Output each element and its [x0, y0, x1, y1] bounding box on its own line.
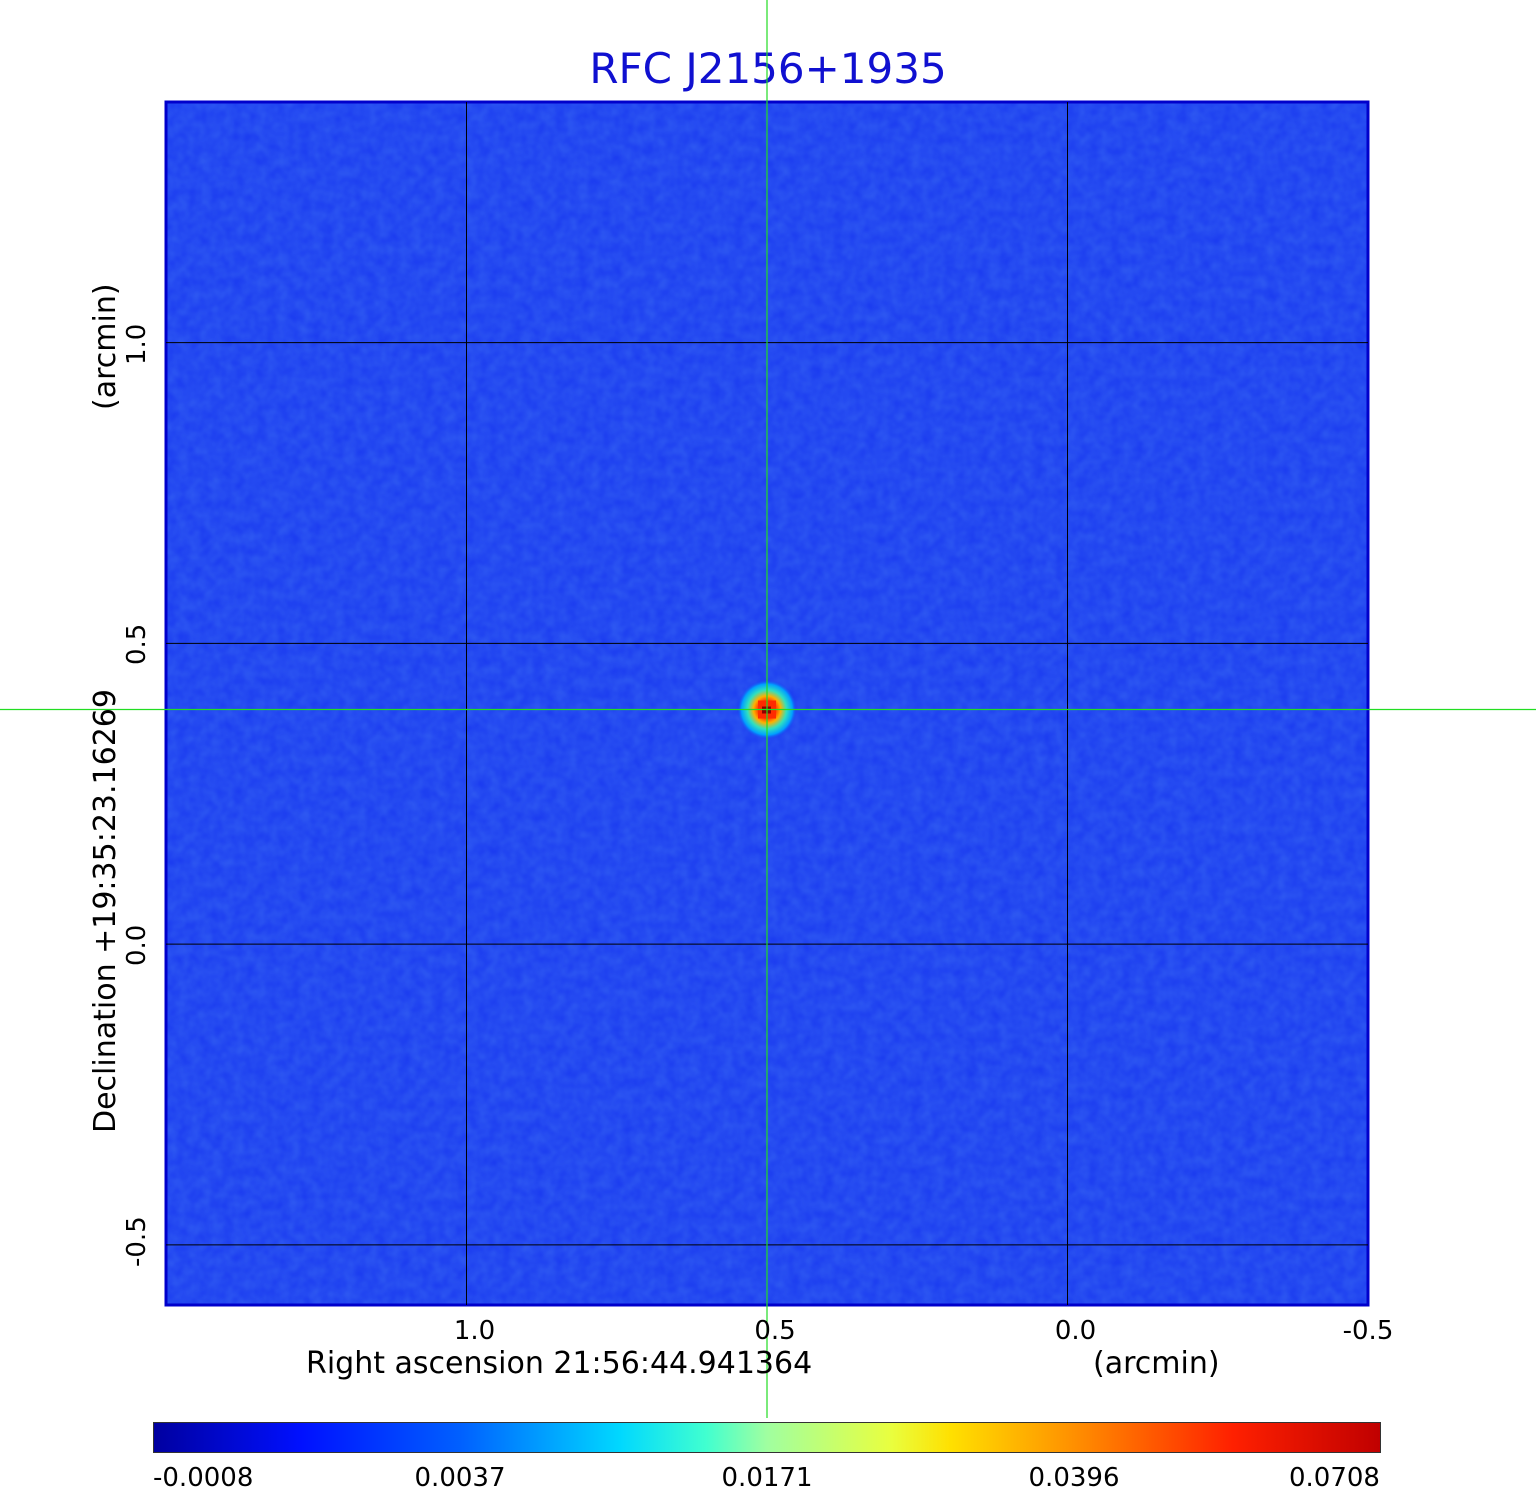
colorbar-tick-label: 0.0037 [414, 1463, 506, 1493]
y-tick-label: 0.0 [122, 924, 152, 967]
y-axis-unit: (arcmin) [88, 283, 123, 410]
y-tick-label: -0.5 [122, 1216, 152, 1267]
x-tick-label: -0.5 [1342, 1316, 1394, 1346]
chart-title: RFC J2156+1935 [589, 44, 947, 93]
colorbar-tick-label: 0.0171 [721, 1463, 813, 1493]
colorbar-tick-label: -0.0008 [153, 1463, 254, 1493]
x-tick-label: 1.0 [453, 1316, 496, 1346]
colorbar-tick-label: 0.0396 [1028, 1463, 1120, 1493]
x-tick-label: 0.5 [754, 1316, 796, 1346]
heatmap-plot [0, 0, 1536, 1418]
x-axis-label: Right ascension 21:56:44.941364 [306, 1346, 813, 1381]
x-tick-label: 0.0 [1054, 1316, 1097, 1346]
colorbar [153, 1422, 1381, 1453]
y-tick-label: 1.0 [122, 323, 152, 365]
y-tick-label: 0.5 [122, 623, 152, 666]
x-axis-unit: (arcmin) [1093, 1346, 1220, 1381]
y-axis-label: Declination +19:35:23.16269 [88, 689, 123, 1133]
colorbar-tick-label: 0.0708 [1289, 1463, 1380, 1493]
